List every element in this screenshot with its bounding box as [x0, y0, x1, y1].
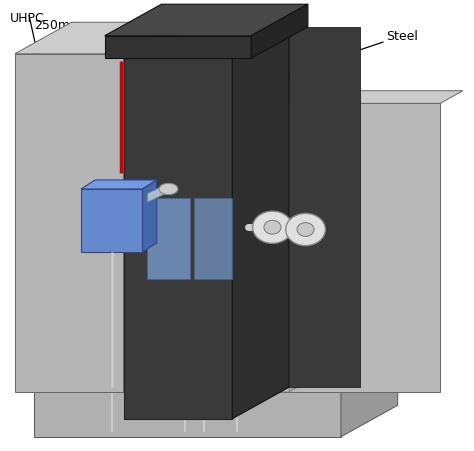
Polygon shape	[147, 185, 166, 203]
Polygon shape	[289, 73, 346, 360]
Polygon shape	[124, 23, 180, 392]
Polygon shape	[34, 392, 341, 437]
Ellipse shape	[297, 223, 314, 237]
Polygon shape	[105, 5, 308, 37]
Polygon shape	[81, 180, 156, 189]
Text: Four LVDTs: Four LVDTs	[105, 102, 172, 255]
Ellipse shape	[286, 214, 325, 246]
Polygon shape	[105, 37, 251, 59]
Polygon shape	[289, 92, 463, 104]
Polygon shape	[289, 92, 312, 392]
Polygon shape	[194, 198, 232, 280]
Ellipse shape	[253, 212, 292, 244]
Polygon shape	[34, 360, 398, 392]
Polygon shape	[232, 104, 289, 392]
Polygon shape	[143, 180, 156, 253]
Text: UHPC: UHPC	[10, 12, 45, 25]
Text: Steel: Steel	[275, 30, 418, 79]
Polygon shape	[341, 360, 398, 437]
Polygon shape	[147, 198, 190, 280]
Text: 250mm: 250mm	[34, 19, 121, 61]
Polygon shape	[251, 5, 308, 59]
Polygon shape	[15, 55, 124, 392]
Ellipse shape	[159, 184, 178, 195]
Polygon shape	[124, 59, 232, 419]
Polygon shape	[81, 189, 143, 253]
Polygon shape	[289, 104, 440, 392]
Polygon shape	[15, 23, 180, 55]
Polygon shape	[289, 28, 360, 387]
Text: Headed stud: Headed stud	[273, 174, 402, 235]
Polygon shape	[86, 360, 365, 392]
Ellipse shape	[264, 221, 281, 235]
Polygon shape	[232, 28, 289, 419]
